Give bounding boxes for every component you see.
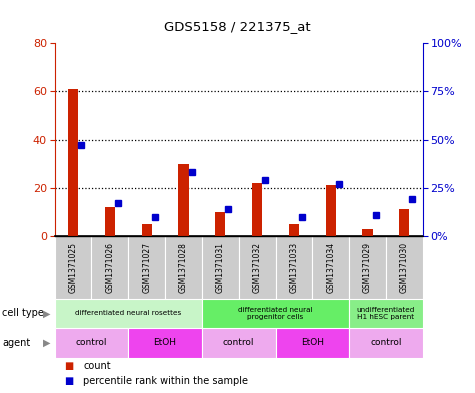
Bar <box>349 299 423 328</box>
Bar <box>349 236 386 299</box>
Bar <box>202 236 238 299</box>
Bar <box>215 212 226 236</box>
Bar <box>202 328 276 358</box>
Bar <box>68 89 78 236</box>
Bar <box>386 236 423 299</box>
Text: GSM1371032: GSM1371032 <box>253 242 262 293</box>
Bar <box>178 163 189 236</box>
Text: EtOH: EtOH <box>301 338 324 347</box>
Text: cell type: cell type <box>2 309 44 318</box>
Bar <box>276 236 313 299</box>
Text: GSM1371025: GSM1371025 <box>68 242 77 293</box>
Text: differentiated neural
progenitor cells: differentiated neural progenitor cells <box>238 307 313 320</box>
Bar <box>202 299 349 328</box>
Text: differentiated neural rosettes: differentiated neural rosettes <box>75 310 181 316</box>
Text: control: control <box>76 338 107 347</box>
Bar <box>142 224 152 236</box>
Text: GSM1371030: GSM1371030 <box>400 242 409 293</box>
Text: EtOH: EtOH <box>153 338 177 347</box>
Text: ■: ■ <box>64 362 73 371</box>
Bar <box>55 299 202 328</box>
Bar <box>276 328 349 358</box>
Bar <box>91 236 128 299</box>
Bar <box>252 183 262 236</box>
Text: count: count <box>83 362 111 371</box>
Text: agent: agent <box>2 338 30 348</box>
Text: GSM1371027: GSM1371027 <box>142 242 151 293</box>
Text: control: control <box>370 338 402 347</box>
Bar <box>399 209 409 236</box>
Bar <box>104 207 115 236</box>
Text: ■: ■ <box>64 376 73 386</box>
Text: ▶: ▶ <box>43 309 50 318</box>
Text: undifferentiated
H1 hESC parent: undifferentiated H1 hESC parent <box>357 307 415 320</box>
Bar <box>289 224 299 236</box>
Bar <box>128 236 165 299</box>
Bar <box>238 236 276 299</box>
Text: GSM1371026: GSM1371026 <box>105 242 114 293</box>
Text: GSM1371033: GSM1371033 <box>289 242 298 293</box>
Bar <box>362 229 373 236</box>
Bar <box>349 328 423 358</box>
Text: control: control <box>223 338 255 347</box>
Text: GSM1371029: GSM1371029 <box>363 242 372 293</box>
Bar <box>325 185 336 236</box>
Text: ▶: ▶ <box>43 338 50 348</box>
Bar <box>55 328 128 358</box>
Text: GSM1371034: GSM1371034 <box>326 242 335 293</box>
Bar <box>313 236 349 299</box>
Bar <box>128 328 202 358</box>
Text: percentile rank within the sample: percentile rank within the sample <box>83 376 248 386</box>
Text: GSM1371031: GSM1371031 <box>216 242 225 293</box>
Text: GSM1371028: GSM1371028 <box>179 242 188 293</box>
Bar <box>165 236 202 299</box>
Text: GDS5158 / 221375_at: GDS5158 / 221375_at <box>164 20 311 33</box>
Bar <box>55 236 91 299</box>
